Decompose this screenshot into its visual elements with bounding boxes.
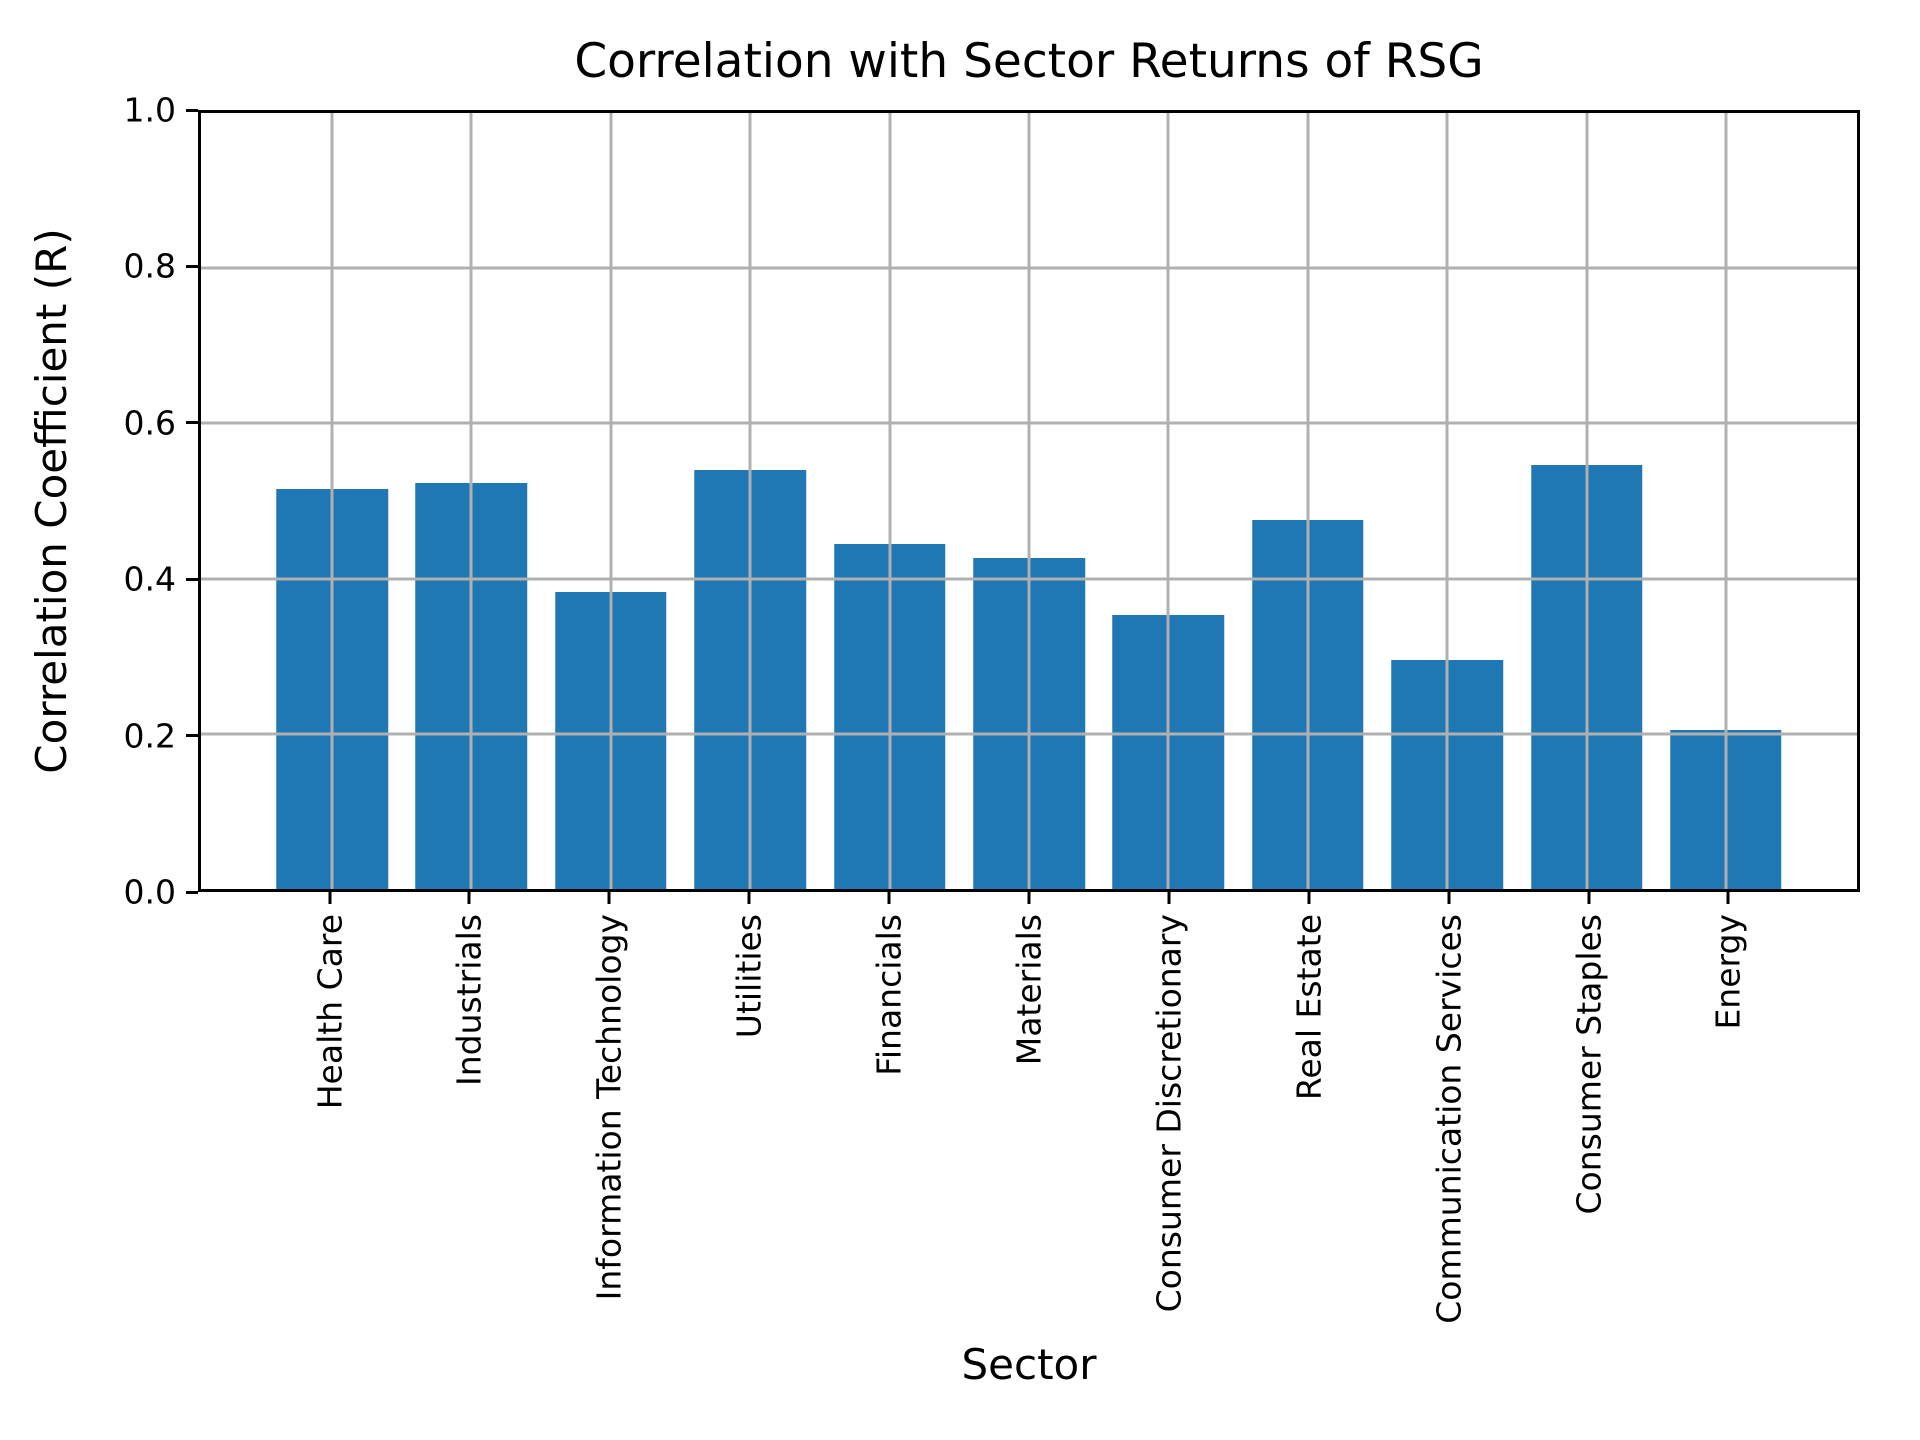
x-tick	[1027, 892, 1031, 904]
chart-title: Correlation with Sector Returns of RSG	[574, 34, 1484, 89]
y-tick-label-0.2: 0.2	[123, 716, 176, 756]
x-tick	[467, 892, 471, 904]
plot-area	[198, 110, 1860, 892]
x-gridline	[1306, 113, 1310, 889]
x-tick	[1307, 892, 1311, 904]
y-gridline	[201, 266, 1857, 270]
y-tick	[186, 890, 198, 894]
x-tick	[328, 892, 331, 904]
y-tick-label-0.8: 0.8	[123, 246, 176, 286]
y-tick	[186, 264, 198, 268]
x-gridline	[609, 113, 613, 889]
x-tick	[887, 892, 891, 904]
x-tick	[607, 892, 611, 904]
x-gridline	[1166, 113, 1170, 889]
x-tick-label-utilities: Utilities	[729, 914, 769, 1039]
y-tick-label-0.4: 0.4	[123, 559, 176, 599]
x-tick-label-financials: Financials	[869, 914, 909, 1076]
x-tick	[747, 892, 751, 904]
x-gridline	[1724, 113, 1728, 889]
y-tick	[186, 577, 198, 581]
x-gridline	[1585, 113, 1589, 889]
y-gridline	[201, 421, 1857, 425]
x-gridline	[1445, 113, 1449, 889]
y-axis-label: Correlation Coefficient (R)	[27, 228, 76, 774]
x-tick-label-information-technology: Information Technology	[589, 914, 629, 1301]
x-tick-label-industrials: Industrials	[449, 914, 489, 1086]
x-tick-label-real-estate: Real Estate	[1289, 914, 1329, 1101]
x-tick	[1726, 892, 1730, 904]
x-tick	[1587, 892, 1591, 904]
x-axis-label: Sector	[961, 1340, 1097, 1389]
y-tick-label-0.6: 0.6	[123, 403, 176, 443]
x-tick	[1447, 892, 1451, 904]
x-gridline	[888, 113, 892, 889]
y-tick	[186, 421, 198, 425]
x-gridline	[469, 113, 473, 889]
x-tick-label-consumer-staples: Consumer Staples	[1569, 914, 1609, 1215]
x-tick-label-materials: Materials	[1009, 914, 1049, 1066]
x-gridline	[330, 113, 334, 889]
y-tick-label-0.0: 0.0	[123, 872, 176, 912]
x-tick-label-communication-services: Communication Services	[1429, 914, 1469, 1324]
x-tick	[1167, 892, 1171, 904]
y-gridline	[201, 577, 1857, 581]
x-tick-label-health-care: Health Care	[310, 914, 349, 1110]
x-gridline	[748, 113, 752, 889]
y-tick	[186, 108, 198, 112]
x-tick-label-energy: Energy	[1708, 914, 1748, 1030]
y-tick-label-1.0: 1.0	[123, 90, 176, 130]
x-gridline	[1027, 113, 1031, 889]
y-tick	[186, 734, 198, 738]
y-gridline	[201, 732, 1857, 736]
x-tick-label-consumer-discretionary: Consumer Discretionary	[1149, 914, 1189, 1313]
